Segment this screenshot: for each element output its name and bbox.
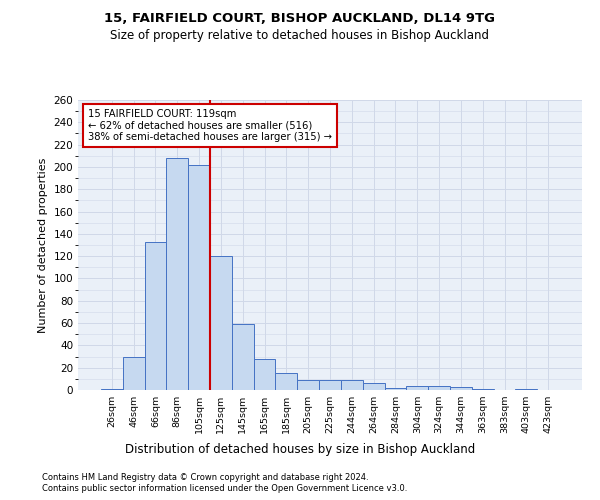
Bar [428,386,450,390]
Text: 15, FAIRFIELD COURT, BISHOP AUCKLAND, DL14 9TG: 15, FAIRFIELD COURT, BISHOP AUCKLAND, DL… [104,12,496,26]
Bar [515,389,537,390]
Text: Contains HM Land Registry data © Crown copyright and database right 2024.: Contains HM Land Registry data © Crown c… [42,472,368,482]
Text: Size of property relative to detached houses in Bishop Auckland: Size of property relative to detached ho… [110,29,490,42]
Bar [166,158,188,390]
Bar [232,324,254,390]
Bar [101,389,123,390]
Bar [275,374,297,390]
Bar [450,386,472,390]
Bar [385,388,406,390]
Bar [319,380,341,390]
Text: Contains public sector information licensed under the Open Government Licence v3: Contains public sector information licen… [42,484,407,493]
Bar [210,256,232,390]
Bar [188,164,210,390]
Bar [406,386,428,390]
Bar [297,380,319,390]
Bar [472,389,494,390]
Bar [123,356,145,390]
Bar [341,380,363,390]
Bar [363,384,385,390]
Text: 15 FAIRFIELD COURT: 119sqm
← 62% of detached houses are smaller (516)
38% of sem: 15 FAIRFIELD COURT: 119sqm ← 62% of deta… [88,108,332,142]
Bar [254,359,275,390]
Y-axis label: Number of detached properties: Number of detached properties [38,158,48,332]
Text: Distribution of detached houses by size in Bishop Auckland: Distribution of detached houses by size … [125,442,475,456]
Bar [145,242,166,390]
